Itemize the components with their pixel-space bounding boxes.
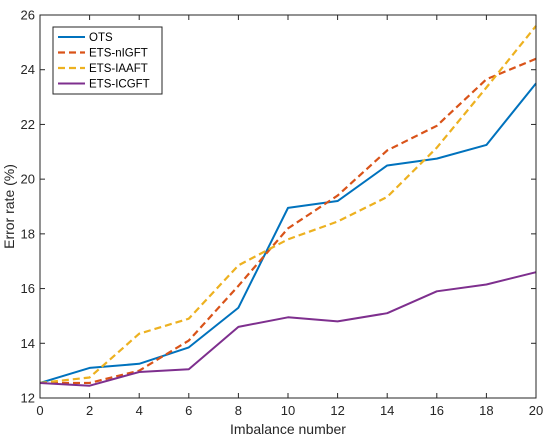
- x-tick-label: 20: [529, 403, 543, 418]
- x-tick-label: 16: [430, 403, 444, 418]
- legend: OTS ETS-nIGFT ETS-IAAFT ETS-ICGFT: [52, 26, 163, 95]
- y-tick-label: 20: [21, 172, 35, 187]
- x-tick-label: 14: [380, 403, 394, 418]
- series-layer: [39, 25, 537, 387]
- y-tick-label: 24: [21, 62, 35, 77]
- x-axis-label: Imbalance number: [230, 421, 346, 437]
- series-line-ots: [39, 82, 537, 384]
- x-tick-label: 18: [479, 403, 493, 418]
- y-axis-label: Error rate (%): [1, 164, 17, 249]
- legend-label: ETS-IAAFT: [89, 63, 148, 75]
- x-tick-labels: 0 2 4 6 8 10 12 14 16 18 20: [36, 403, 543, 418]
- x-tick-label: 10: [281, 403, 295, 418]
- x-tick-label: 12: [330, 403, 344, 418]
- x-tick-label: 8: [235, 403, 242, 418]
- y-tick-label: 12: [21, 391, 35, 406]
- legend-label: ETS-ICGFT: [89, 79, 150, 91]
- plot-frame: [39, 14, 537, 399]
- y-tick-label: 16: [21, 281, 35, 296]
- x-tick-label: 0: [36, 403, 43, 418]
- series-line-ets-icgft: [39, 271, 537, 387]
- legend-label: OTS: [89, 32, 113, 44]
- series-line-ets-nigft: [40, 57, 537, 385]
- y-tick-label: 14: [21, 336, 35, 351]
- y-tick-labels: 12 14 16 18 20 22 24 26: [21, 8, 35, 406]
- y-tick-label: 22: [21, 117, 35, 132]
- legend-label: ETS-nIGFT: [89, 48, 148, 60]
- y-tick-label: 26: [21, 8, 35, 23]
- x-tick-label: 4: [136, 403, 143, 418]
- y-tick-label: 18: [21, 226, 35, 241]
- x-tick-label: 6: [185, 403, 192, 418]
- x-tick-label: 2: [86, 403, 93, 418]
- series-line-ets-iaaft: [39, 25, 537, 385]
